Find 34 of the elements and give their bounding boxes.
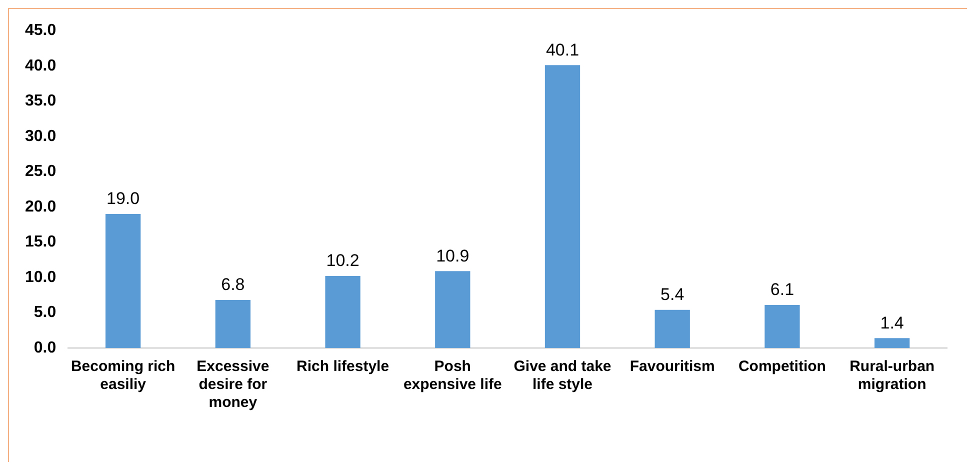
y-tick-label: 35.0 (25, 92, 56, 110)
bar (215, 300, 251, 348)
y-tick-label: 45.0 (25, 22, 56, 40)
bar (105, 214, 141, 348)
data-label: 19.0 (106, 189, 140, 208)
data-label: 6.8 (221, 275, 245, 294)
x-tick-label: Excessive desire for money (196, 358, 270, 412)
y-tick-label: 15.0 (25, 234, 56, 251)
y-tick-label: 30.0 (25, 128, 56, 145)
data-label: 1.4 (880, 313, 904, 332)
y-tick-label: 10.0 (25, 268, 56, 286)
bar (544, 65, 580, 348)
bar (764, 304, 800, 348)
bar (654, 310, 690, 348)
y-tick-label: 5.0 (34, 304, 56, 322)
data-label: 10.2 (326, 251, 360, 270)
data-label: 5.4 (660, 285, 684, 304)
data-label: 10.9 (436, 246, 470, 266)
bar (325, 276, 360, 348)
bar (435, 271, 470, 348)
y-tick-label: 25.0 (25, 163, 56, 180)
x-tick-label: Give and take life style (514, 358, 612, 394)
x-tick-label: Posh expensive life (403, 358, 502, 394)
x-tick-label: Becoming rich easiliy (70, 358, 176, 394)
y-tick-label: 40.0 (25, 57, 56, 74)
y-tick-label: 0.0 (34, 339, 56, 356)
x-tick-label: Competition (738, 358, 826, 376)
x-tick-label: Rich lifestyle (296, 358, 390, 376)
y-tick-label: 20.0 (25, 198, 56, 216)
data-label: 6.1 (770, 280, 794, 300)
x-tick-label: Rural-urban migration (850, 358, 935, 394)
data-label: 40.1 (546, 40, 580, 60)
bar (874, 338, 910, 348)
x-tick-label: Favouritism (630, 358, 715, 376)
